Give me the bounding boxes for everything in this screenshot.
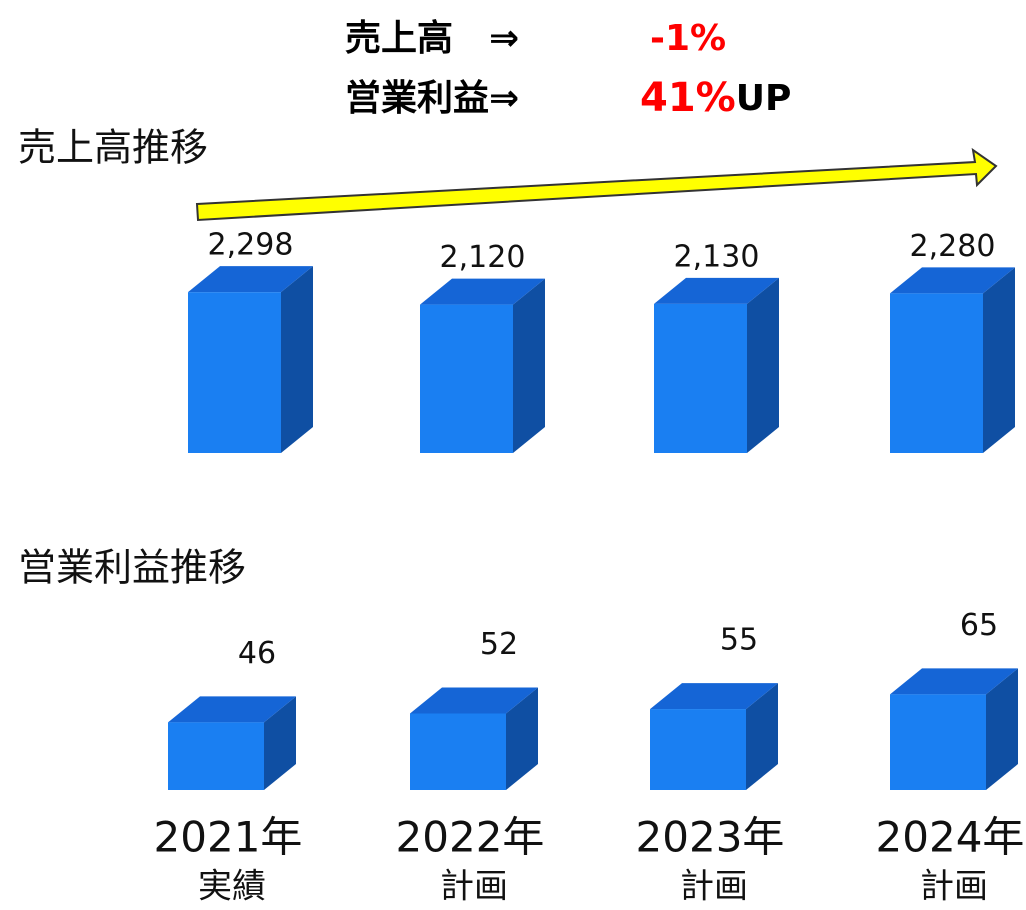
value-label: 2,120 (440, 240, 526, 275)
bar-side (746, 683, 778, 790)
value-label: 2,298 (208, 228, 294, 263)
bar (168, 722, 264, 790)
trend-arrow (195, 147, 998, 222)
bar (420, 304, 513, 453)
chart-title: 営業利益推移 (18, 546, 246, 590)
bar-side (281, 266, 313, 453)
bar-top (654, 277, 779, 304)
value-label: 2,280 (910, 229, 996, 264)
category-note: 計画 (920, 867, 988, 907)
x-tick-label: 2022年 (396, 813, 545, 862)
bar-top (890, 668, 1018, 695)
bar-side (513, 278, 545, 453)
x-tick-label: 2021年 (154, 813, 303, 862)
value-label: 52 (480, 627, 518, 662)
headline-change-value: 41% (640, 75, 736, 121)
x-tick-label: 2024年 (876, 813, 1025, 862)
bar (188, 292, 281, 453)
bar (654, 303, 747, 453)
bar-side (506, 687, 538, 790)
category-note: 計画 (680, 867, 748, 907)
bar-top (168, 696, 296, 723)
bar-top (890, 267, 1015, 294)
bar-top (650, 683, 778, 710)
headline-change: -1% (650, 18, 726, 59)
bar-side (986, 668, 1018, 790)
bar-side (264, 696, 296, 790)
bar (890, 293, 983, 453)
category-note: 計画 (440, 867, 508, 907)
headline-suffix: UP (736, 78, 792, 119)
bar-top (410, 687, 538, 714)
bar (890, 694, 986, 790)
headline-change: 41%UP (640, 75, 791, 121)
value-label: 55 (720, 623, 758, 658)
bar-side (983, 267, 1015, 453)
bar-top (420, 278, 545, 305)
chart-title: 売上高推移 (18, 126, 208, 170)
value-label: 65 (960, 608, 998, 643)
bar-side (747, 277, 779, 453)
headline-label: 営業利益⇒ (345, 78, 519, 119)
bar (410, 713, 506, 790)
x-tick-label: 2023年 (636, 813, 785, 862)
headline-label: 売上高 ⇒ (345, 18, 519, 59)
bar (650, 709, 746, 790)
value-label: 2,130 (674, 239, 760, 274)
category-note: 実績 (198, 867, 266, 907)
bar-top (188, 266, 313, 293)
value-label: 46 (238, 636, 276, 671)
